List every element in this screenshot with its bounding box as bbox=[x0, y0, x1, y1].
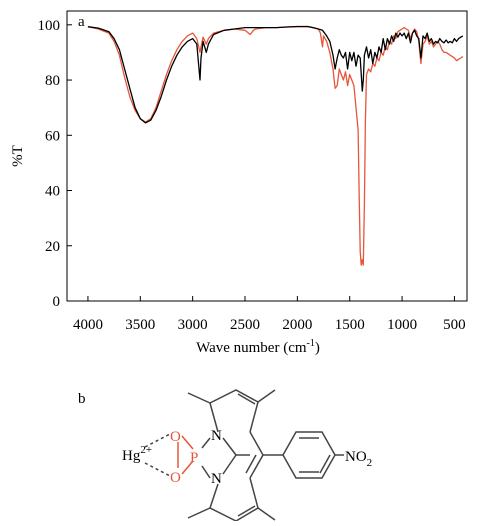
mercury-ion-symbol: Hg bbox=[122, 448, 141, 464]
n-p-bond-top bbox=[201, 437, 211, 449]
x-tick-label: 1000 bbox=[387, 317, 417, 333]
nitro-group: NO2 bbox=[345, 449, 372, 469]
mercury-ion: Hg2+ bbox=[122, 444, 152, 464]
coordination-bond-bottom bbox=[144, 462, 171, 477]
y-tick-label: 20 bbox=[45, 239, 60, 255]
upper-left-methyl bbox=[187, 392, 211, 404]
plot-frame bbox=[66, 10, 468, 302]
phenyl-ring bbox=[282, 431, 336, 479]
y-tick-label: 0 bbox=[53, 294, 61, 310]
upper-pyrrole-ring bbox=[209, 389, 259, 433]
molecular-structure: b bbox=[78, 389, 372, 522]
series-line-black bbox=[87, 25, 464, 124]
x-tick-label: 500 bbox=[443, 317, 466, 333]
y-tick-label: 100 bbox=[38, 18, 61, 34]
meso-double-bond bbox=[245, 454, 257, 474]
mercury-ion-charge: 2+ bbox=[140, 444, 152, 456]
x-axis-label: Wave number (cm-1) bbox=[196, 338, 320, 356]
meso-bond-upper bbox=[249, 431, 264, 456]
lower-right-methyl bbox=[257, 507, 276, 521]
nitro-group-subscript: 2 bbox=[367, 457, 373, 469]
nitrogen-top: N bbox=[211, 428, 222, 444]
oxygen-bottom: O bbox=[170, 470, 181, 486]
x-tick-label: 2500 bbox=[230, 317, 260, 333]
x-axis-label-close: ) bbox=[315, 340, 320, 356]
p-o-bond-top bbox=[181, 435, 194, 450]
y-axis-label: %T bbox=[10, 145, 26, 167]
oxygen-top: O bbox=[170, 429, 181, 445]
x-tick-label: 3500 bbox=[125, 317, 155, 333]
x-tick-label: 3000 bbox=[178, 317, 208, 333]
p-o-bond-bottom bbox=[181, 460, 194, 475]
lower-left-methyl bbox=[187, 507, 211, 519]
n-p-bond-bottom bbox=[201, 465, 211, 479]
series-layer bbox=[87, 25, 464, 266]
structure-bonds bbox=[144, 389, 344, 522]
x-tick-label: 4000 bbox=[73, 317, 103, 333]
series-line-red bbox=[87, 26, 464, 266]
ir-spectrum-chart: a 0 20 40 60 80 100 4000 3500 3000 2500 2000 1500 1… bbox=[10, 10, 468, 356]
panel-a-label: a bbox=[78, 14, 85, 30]
x-tick-label: 2000 bbox=[282, 317, 312, 333]
nitrogen-bottom: N bbox=[211, 471, 222, 487]
upper-right-methyl bbox=[257, 389, 276, 403]
y-tick-label: 60 bbox=[45, 128, 60, 144]
upper-pyrrole-double-bond bbox=[237, 393, 256, 405]
y-axis-ticks: 0 20 40 60 80 100 bbox=[38, 18, 72, 310]
nitro-group-base: NO bbox=[345, 449, 367, 465]
phenyl-double-bond-3 bbox=[319, 454, 331, 474]
phosphorus-atom: P bbox=[190, 450, 198, 466]
meso-bond-lower bbox=[249, 454, 264, 479]
coordination-bond-top bbox=[144, 433, 171, 448]
y-tick-label: 80 bbox=[45, 73, 60, 89]
lower-pyrrole-double-bond bbox=[237, 505, 256, 517]
y-tick-label: 40 bbox=[45, 184, 60, 200]
n-ring-bond-top bbox=[222, 437, 237, 456]
panel-b-label: b bbox=[78, 391, 86, 407]
x-tick-label: 1500 bbox=[335, 317, 365, 333]
x-axis-label-superscript: -1 bbox=[307, 338, 315, 349]
x-axis-ticks: 4000 3500 3000 2500 2000 1500 1000 500 bbox=[73, 296, 466, 333]
phosphonate-bonds bbox=[177, 435, 194, 475]
n-ring-bond-bottom bbox=[222, 454, 237, 475]
x-axis-label-main: Wave number (cm bbox=[196, 340, 307, 356]
